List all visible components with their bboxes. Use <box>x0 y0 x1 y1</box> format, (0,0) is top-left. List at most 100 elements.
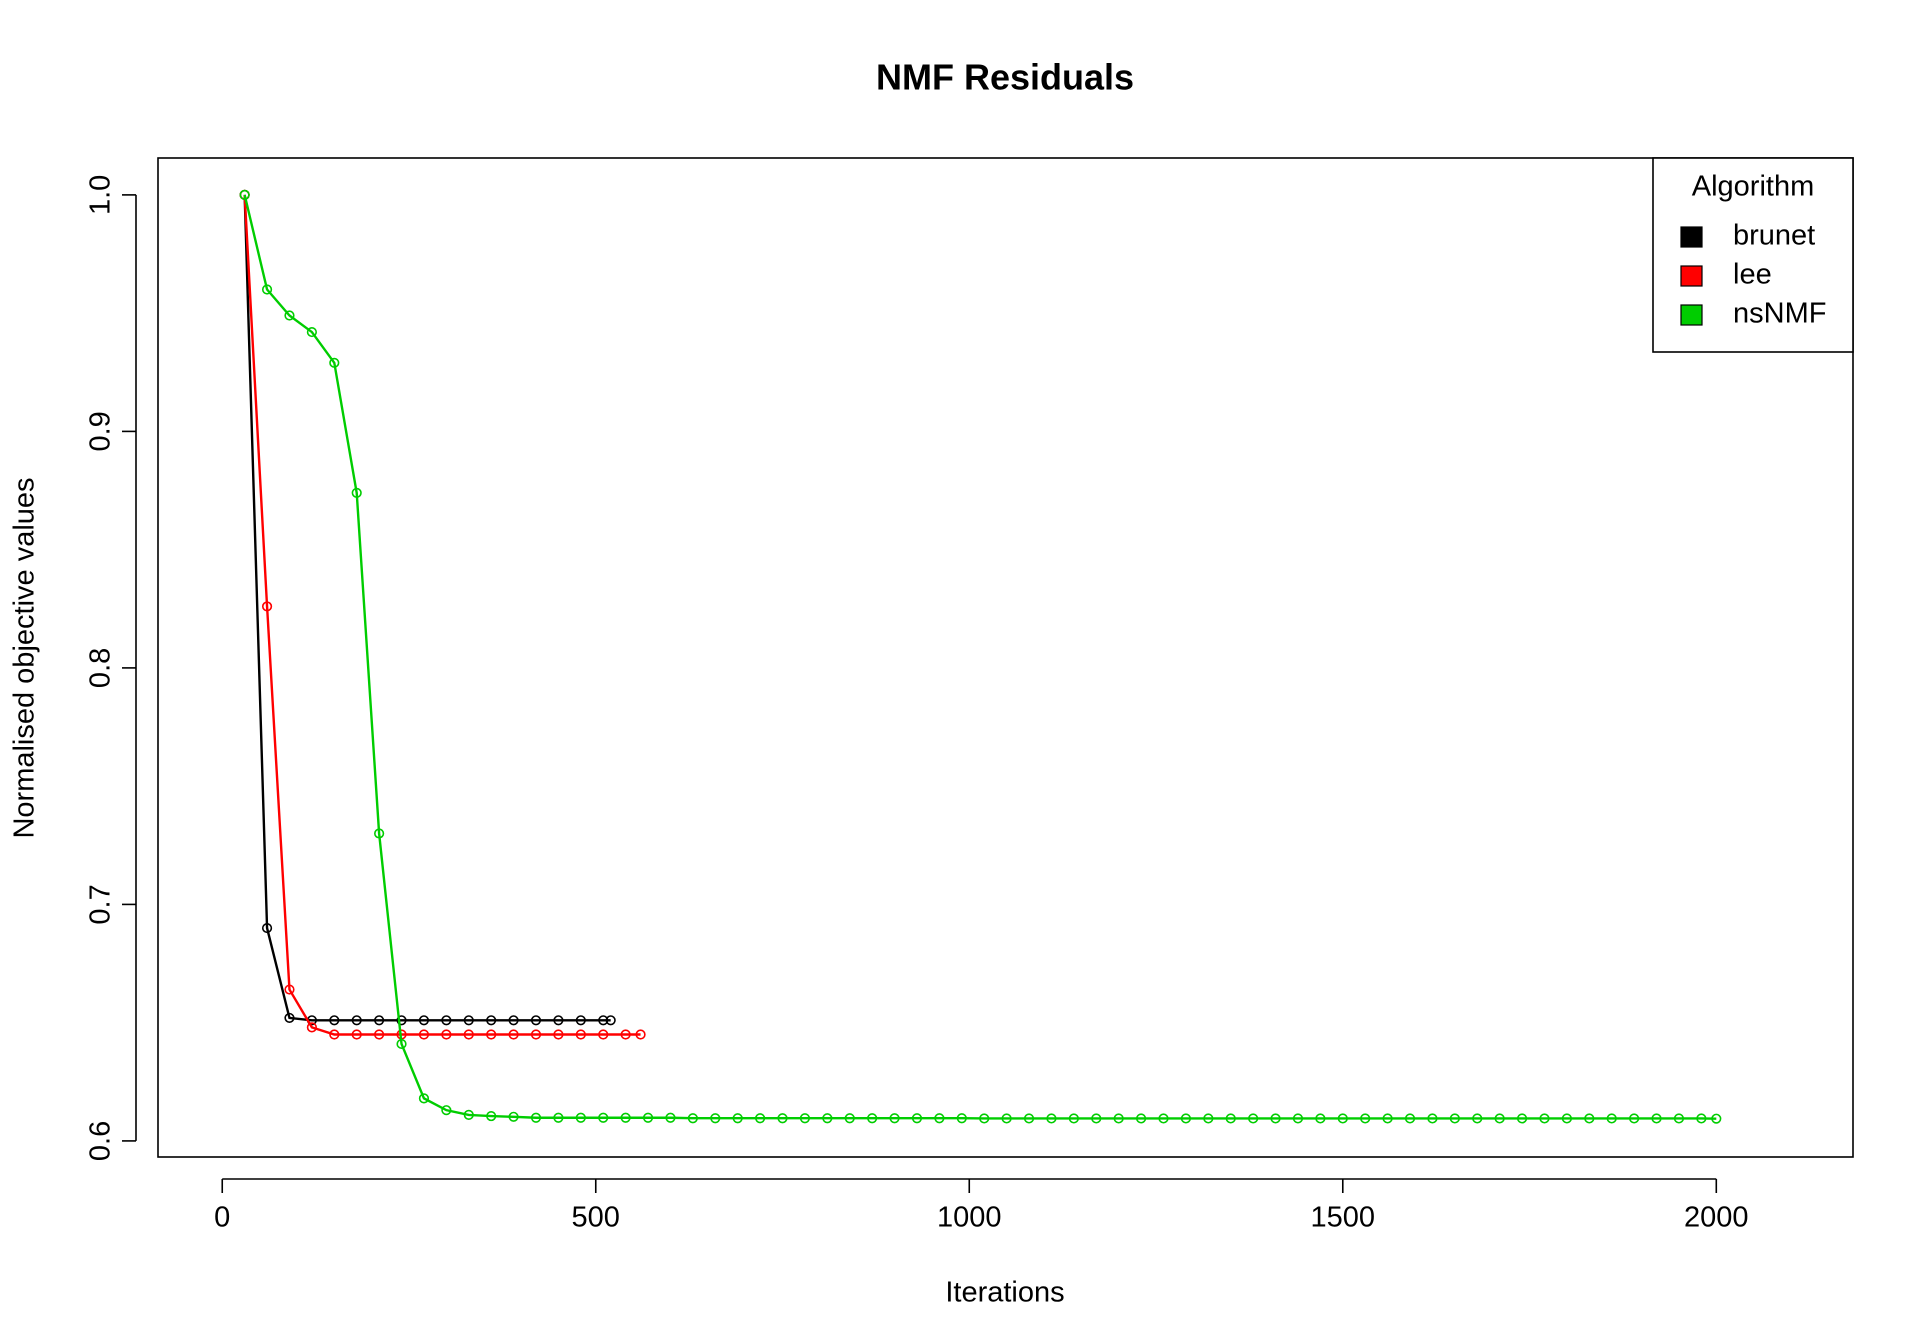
point-marker <box>598 1112 609 1123</box>
point-marker <box>239 189 250 200</box>
legend-title: Algorithm <box>1692 171 1815 203</box>
point-marker <box>351 1015 362 1026</box>
point-marker <box>261 284 273 295</box>
y-tick-label: 1.0 <box>85 175 117 215</box>
point-marker <box>1225 1113 1236 1124</box>
x-tick-label: 2000 <box>1684 1202 1749 1234</box>
x-tick-label: 1000 <box>937 1202 1002 1234</box>
point-marker <box>508 1111 519 1122</box>
point-marker <box>463 1109 474 1121</box>
point-marker <box>553 1112 564 1123</box>
point-marker <box>665 1112 676 1123</box>
point-marker <box>329 357 340 368</box>
point-marker <box>1472 1113 1483 1124</box>
point-marker <box>1360 1113 1371 1124</box>
x-tick-label: 0 <box>214 1202 230 1234</box>
point-marker <box>486 1110 497 1122</box>
point-marker <box>374 828 385 839</box>
y-axis-label: Normalised objective values <box>9 477 41 838</box>
point-marker <box>1382 1113 1393 1124</box>
point-marker <box>934 1113 945 1124</box>
point-marker <box>418 1029 430 1040</box>
point-marker <box>911 1113 923 1124</box>
point-marker <box>687 1113 698 1124</box>
point-marker <box>284 310 295 321</box>
legend-label: nsNMF <box>1733 298 1826 330</box>
point-marker <box>755 1113 766 1124</box>
point-marker <box>530 1029 542 1040</box>
y-tick-label: 0.9 <box>85 411 117 451</box>
point-marker <box>1091 1113 1102 1124</box>
point-marker <box>1248 1113 1259 1124</box>
point-marker <box>598 1015 609 1026</box>
point-marker <box>1651 1113 1662 1124</box>
plot-frame <box>157 157 1854 1158</box>
point-marker <box>822 1113 833 1124</box>
point-marker <box>396 1038 407 1050</box>
point-marker <box>575 1015 586 1026</box>
series-line <box>243 194 1717 1120</box>
point-marker <box>306 326 317 338</box>
y-tick-label: 0.8 <box>85 648 117 688</box>
point-marker <box>530 1015 542 1026</box>
point-marker <box>329 1015 340 1026</box>
y-tick-label: 0.6 <box>85 1121 117 1161</box>
point-marker <box>418 1093 430 1104</box>
point-marker <box>1135 1113 1147 1124</box>
point-marker <box>605 1015 616 1026</box>
point-marker <box>329 1029 340 1040</box>
point-marker <box>1696 1113 1707 1124</box>
point-marker <box>441 1015 452 1026</box>
point-marker <box>1494 1113 1505 1124</box>
point-marker <box>799 1113 811 1124</box>
point-marker <box>575 1029 586 1040</box>
point-marker <box>1113 1113 1124 1124</box>
legend-swatch <box>1680 304 1703 326</box>
point-marker <box>486 1015 497 1026</box>
point-marker <box>261 601 273 612</box>
point-marker <box>306 1022 317 1033</box>
point-marker <box>396 1015 407 1026</box>
point-marker <box>1539 1113 1550 1124</box>
point-marker <box>777 1113 788 1124</box>
point-marker <box>620 1029 631 1040</box>
point-marker <box>1158 1113 1169 1124</box>
point-marker <box>1203 1113 1214 1124</box>
point-marker <box>1516 1113 1528 1124</box>
point-marker <box>956 1113 967 1124</box>
point-marker <box>486 1029 497 1040</box>
point-marker <box>463 1015 474 1026</box>
x-axis-label: Iterations <box>945 1277 1064 1309</box>
point-marker <box>1068 1113 1079 1124</box>
point-marker <box>1711 1113 1722 1124</box>
point-marker <box>889 1113 900 1124</box>
point-marker <box>1629 1113 1640 1124</box>
point-marker <box>530 1112 542 1123</box>
point-marker <box>1001 1113 1012 1124</box>
point-marker <box>1292 1113 1304 1124</box>
point-marker <box>1404 1113 1416 1124</box>
legend-label: brunet <box>1733 220 1815 252</box>
x-tick-label: 500 <box>572 1202 620 1234</box>
point-marker <box>418 1015 430 1026</box>
point-marker <box>284 1012 295 1024</box>
legend-swatch <box>1680 265 1703 287</box>
point-marker <box>1046 1113 1057 1124</box>
point-marker <box>1561 1113 1572 1124</box>
point-marker <box>844 1113 855 1124</box>
point-marker <box>441 1029 452 1040</box>
point-marker <box>463 1029 474 1040</box>
point-marker <box>867 1113 878 1124</box>
point-marker <box>1584 1113 1595 1124</box>
point-marker <box>1337 1113 1348 1124</box>
series-line <box>243 194 641 1036</box>
point-marker <box>635 1029 646 1040</box>
point-marker <box>553 1029 564 1040</box>
point-marker <box>508 1015 519 1026</box>
legend-swatch <box>1680 226 1703 248</box>
point-marker <box>284 984 295 995</box>
point-marker <box>1270 1113 1281 1124</box>
point-marker <box>575 1112 586 1123</box>
